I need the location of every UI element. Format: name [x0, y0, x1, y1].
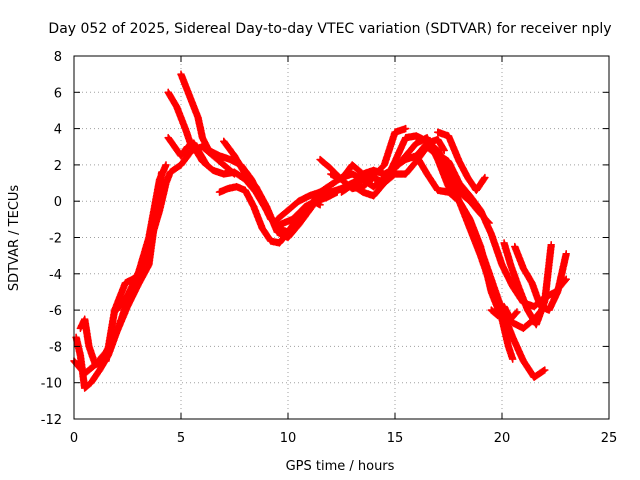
- series-track-18: [511, 242, 570, 314]
- x-tick-label: 5: [177, 431, 185, 446]
- series-markers: [487, 302, 521, 323]
- data-series: [70, 70, 570, 392]
- x-tick-label: 0: [70, 431, 78, 446]
- x-tick-label: 25: [601, 431, 618, 446]
- x-axis-label: GPS time / hours: [286, 459, 395, 474]
- series-markers: [500, 239, 555, 329]
- y-tick-label: -12: [41, 413, 62, 428]
- series-markers: [434, 128, 489, 195]
- series-markers: [327, 133, 549, 382]
- x-tick-label: 15: [387, 431, 404, 446]
- series-markers: [511, 242, 570, 314]
- series-markers: [76, 206, 160, 369]
- y-tick-label: -8: [49, 340, 62, 355]
- series-track-14: [412, 152, 517, 363]
- series-markers: [164, 133, 211, 169]
- series-track-16: [434, 128, 489, 195]
- y-tick-label: 4: [54, 123, 62, 138]
- y-axis-tick-labels: -12 -10 -8 -6 -4 -2 0 2 4 6 8: [41, 50, 62, 428]
- chart-title: Day 052 of 2025, Sidereal Day-to-day VTE…: [48, 21, 611, 37]
- y-tick-label: -4: [49, 268, 62, 283]
- x-tick-label: 20: [494, 431, 511, 446]
- x-tick-label: 10: [280, 431, 297, 446]
- series-markers: [72, 168, 166, 392]
- series-track-2: [72, 168, 166, 392]
- axis-ticks: [73, 55, 610, 420]
- y-tick-label: 0: [54, 195, 62, 210]
- series-track-3: [76, 206, 160, 369]
- series-markers: [220, 124, 410, 242]
- y-tick-label: -2: [49, 232, 62, 247]
- y-axis-label: SDTVAR / TECUs: [7, 185, 22, 292]
- series-track-7: [164, 133, 211, 169]
- series-track-12: [327, 133, 549, 382]
- series-track-19: [487, 302, 521, 323]
- series-track-17: [500, 239, 555, 329]
- y-tick-label: -10: [41, 377, 62, 392]
- y-tick-label: 6: [54, 86, 62, 101]
- series-track-9: [220, 124, 410, 242]
- series-markers: [412, 152, 517, 363]
- y-tick-label: -6: [49, 304, 62, 319]
- y-tick-label: 2: [54, 159, 62, 174]
- x-axis-tick-labels: 0 5 10 15 20 25: [70, 431, 617, 446]
- y-tick-label: 8: [54, 50, 62, 65]
